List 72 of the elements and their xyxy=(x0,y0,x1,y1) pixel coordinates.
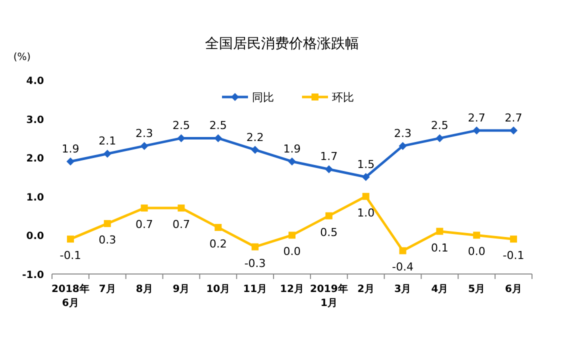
point xyxy=(140,204,148,212)
data-label: -0.3 xyxy=(244,256,266,270)
data-label: 1.7 xyxy=(320,150,338,164)
y-tick-label: -1.0 xyxy=(22,270,44,281)
x-tick-label: 2月 xyxy=(357,284,374,295)
x-tick-label: 3月 xyxy=(394,284,412,295)
x-tick-label: 11月 xyxy=(243,284,268,295)
data-label: 0.0 xyxy=(468,245,486,258)
data-label: 2.3 xyxy=(136,126,154,140)
data-label: 1.9 xyxy=(283,142,301,156)
x-tick-label: 5月 xyxy=(468,284,486,295)
data-label: 0.7 xyxy=(172,218,190,232)
y-axis-title: (%) xyxy=(13,52,31,63)
x-tick-label: 12月 xyxy=(280,284,304,295)
y-tick-label: 4.0 xyxy=(26,76,44,87)
point xyxy=(214,224,222,231)
point xyxy=(104,220,111,228)
data-label: 0.0 xyxy=(283,245,301,258)
point xyxy=(510,236,518,243)
x-tick-label: 2019年 1月 xyxy=(310,283,348,309)
x-tick-label: 8月 xyxy=(136,284,153,295)
point xyxy=(473,232,480,239)
data-label: -0.4 xyxy=(392,260,414,274)
data-label: 0.7 xyxy=(136,218,154,232)
data-label: 2.3 xyxy=(394,126,412,140)
data-label: 1.0 xyxy=(357,206,375,220)
point xyxy=(398,142,407,150)
point xyxy=(66,157,74,166)
point xyxy=(362,173,370,181)
legend-label: 环比 xyxy=(332,91,354,104)
point xyxy=(178,204,185,212)
data-label: 0.5 xyxy=(320,226,338,239)
x-tick-label: 2018年 6月 xyxy=(52,283,90,309)
point xyxy=(325,212,332,220)
data-label: 2.7 xyxy=(468,111,486,124)
x-tick-label: 4月 xyxy=(431,284,448,295)
point xyxy=(103,150,112,158)
point xyxy=(66,236,74,243)
chart-title: 全国居民消费价格涨跌幅 xyxy=(205,36,359,52)
point xyxy=(510,126,518,134)
point xyxy=(288,232,296,239)
legend-label: 同比 xyxy=(252,91,274,104)
data-label: 2.2 xyxy=(246,130,264,144)
data-label: -0.1 xyxy=(502,249,524,262)
point xyxy=(436,228,444,235)
point xyxy=(436,134,444,142)
data-label: 0.2 xyxy=(209,237,227,250)
point xyxy=(251,146,260,154)
x-tick-label: 9月 xyxy=(172,284,190,295)
y-tick-label: 2.0 xyxy=(26,154,44,165)
point xyxy=(140,142,148,150)
y-tick-label: 3.0 xyxy=(26,114,44,126)
data-label: 2.5 xyxy=(430,119,448,132)
data-label: 2.5 xyxy=(209,119,227,132)
point xyxy=(252,243,259,250)
y-tick-label: 1.0 xyxy=(26,192,44,204)
x-tick-label: 6月 xyxy=(505,284,522,295)
data-label: 1.5 xyxy=(357,158,375,171)
data-label: 2.5 xyxy=(172,119,190,132)
y-tick-label: 0.0 xyxy=(26,231,44,242)
x-tick-label: 10月 xyxy=(206,284,230,295)
data-label: 2.7 xyxy=(504,111,522,124)
data-label: 0.3 xyxy=(98,234,116,247)
point xyxy=(362,192,370,200)
data-label: 1.9 xyxy=(62,142,80,156)
x-tick-label: 7月 xyxy=(98,284,116,295)
point xyxy=(324,165,333,174)
data-label: 0.1 xyxy=(430,241,448,254)
point xyxy=(288,157,296,166)
point xyxy=(399,247,406,254)
data-label: 2.1 xyxy=(98,134,116,148)
data-label: -0.1 xyxy=(60,249,82,262)
